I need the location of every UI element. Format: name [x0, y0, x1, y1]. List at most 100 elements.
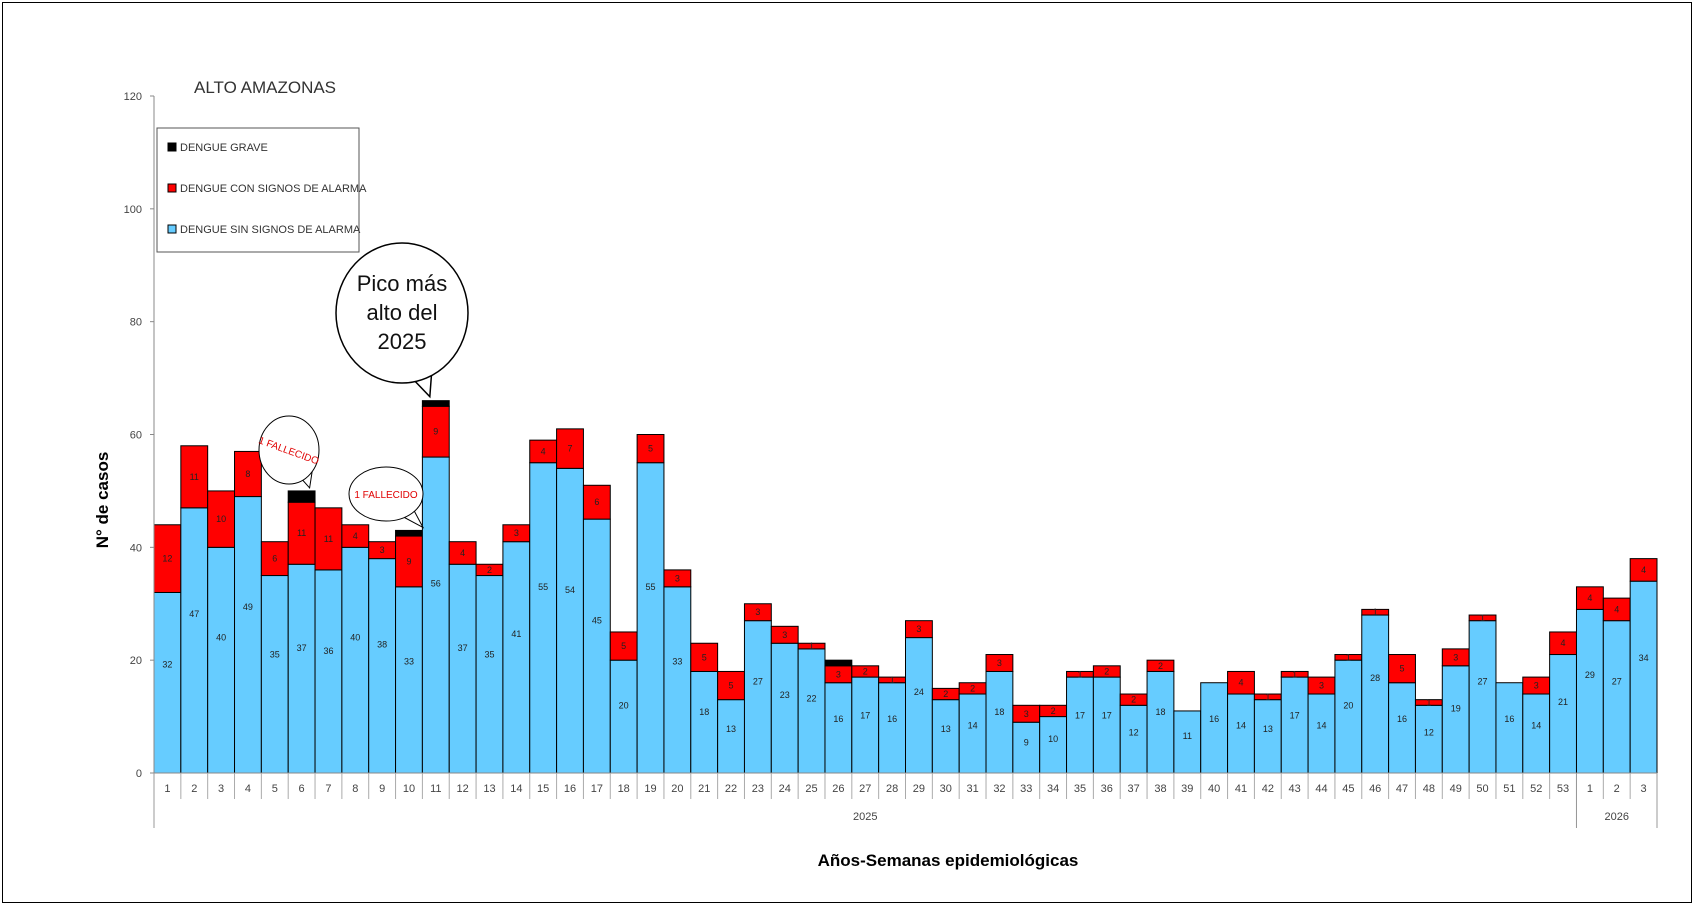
bar-segment-1-45: [1334, 659, 1363, 774]
data-label-1-10: 33: [404, 656, 414, 666]
data-label-2-23: 3: [755, 607, 760, 617]
x-tick-label-19: 19: [644, 783, 656, 795]
data-label-1-40: 16: [1209, 714, 1219, 724]
data-label-1-54: 29: [1585, 670, 1595, 680]
data-label-2-11: 9: [433, 427, 438, 437]
x-tick-label-36: 36: [1101, 783, 1113, 795]
data-label-1-38: 18: [1155, 707, 1165, 717]
x-tick-label-31: 31: [966, 783, 978, 795]
bar-segment-2-46: [1361, 608, 1390, 616]
data-label-2-4: 8: [245, 469, 250, 479]
x-tick-label-47: 47: [1396, 783, 1408, 795]
data-label-1-28: 16: [887, 714, 897, 724]
bar-segment-2-50: [1468, 614, 1497, 622]
data-label-1-3: 40: [216, 633, 226, 643]
bar-segment-3-11: [421, 400, 450, 407]
data-label-2-22: 5: [729, 681, 734, 691]
bar-segment-2-20: [663, 569, 692, 588]
bar-segment-1-10: [395, 586, 423, 774]
bar-segment-2-8: [341, 524, 370, 548]
x-tick-label-1: 1: [164, 783, 170, 795]
data-label-1-31: 14: [968, 721, 978, 731]
bar-segment-1-12: [448, 563, 477, 774]
x-tick-label-46: 46: [1369, 783, 1381, 795]
bar-segment-1-28: [878, 682, 906, 774]
data-label-1-51: 16: [1504, 714, 1514, 724]
data-label-2-24: 3: [782, 630, 787, 640]
data-label-2-29: 3: [916, 624, 921, 634]
data-label-1-45: 20: [1343, 700, 1353, 710]
data-label-2-5: 6: [272, 554, 277, 564]
x-tick-label-30: 30: [940, 783, 952, 795]
x-tick-label-15: 15: [537, 783, 549, 795]
bar-segment-2-7: [314, 507, 343, 571]
data-label-1-18: 20: [619, 700, 629, 710]
callout-text-peak: Pico más alto del 2025: [357, 271, 447, 354]
x-tick-label-52: 52: [1530, 783, 1542, 795]
y-tick-label-100: 100: [124, 204, 142, 216]
data-label-2-15: 4: [541, 446, 546, 456]
data-label-1-30: 13: [941, 724, 951, 734]
data-label-1-4: 49: [243, 602, 253, 612]
data-label-1-20: 33: [672, 656, 682, 666]
bar-segment-1-53: [1549, 654, 1577, 774]
data-label-1-29: 24: [914, 687, 924, 697]
data-label-1-26: 16: [833, 714, 843, 724]
bar-segment-1-42: [1253, 699, 1282, 774]
data-label-2-30: 2: [943, 689, 948, 699]
data-label-2-7: 11: [324, 534, 333, 544]
bar-segment-2-16: [556, 428, 584, 469]
x-tick-label-45: 45: [1342, 783, 1354, 795]
data-label-1-32: 18: [994, 707, 1004, 717]
data-label-2-6: 11: [297, 528, 306, 538]
bar-segment-1-8: [341, 546, 370, 774]
x-tick-label-54: 1: [1587, 783, 1593, 795]
bar-segment-1-55: [1602, 620, 1631, 774]
data-label-2-50: 1: [1480, 613, 1485, 623]
y-tick-label-20: 20: [130, 655, 142, 667]
bar-segment-2-41: [1227, 670, 1255, 695]
data-label-2-3: 10: [216, 514, 226, 524]
data-label-1-50: 27: [1478, 677, 1488, 687]
data-label-2-32: 3: [997, 658, 1002, 668]
data-label-2-44: 3: [1319, 681, 1324, 691]
bar-segment-2-56: [1629, 558, 1658, 582]
data-label-1-55: 27: [1612, 677, 1622, 687]
bar-segment-2-4: [234, 450, 262, 498]
bar-segment-1-13: [475, 575, 504, 774]
x-tick-label-18: 18: [618, 783, 630, 795]
bar-segment-3-6: [287, 490, 316, 503]
x-axis-label: Años-Semanas epidemiológicas: [818, 851, 1079, 870]
data-label-2-47: 5: [1400, 664, 1405, 674]
x-tick-label-21: 21: [698, 783, 710, 795]
data-label-1-24: 23: [780, 690, 790, 700]
callout-bubble-fallecido: [258, 415, 320, 485]
data-label-1-48: 12: [1424, 727, 1434, 737]
data-label-2-18: 5: [621, 641, 626, 651]
bar-segment-1-26: [824, 682, 853, 774]
data-label-1-34: 10: [1048, 734, 1058, 744]
callout-text-fallecido: 1 FALLECIDO: [354, 490, 418, 501]
data-label-1-39: 11: [1183, 731, 1192, 741]
x-tick-label-51: 51: [1503, 783, 1515, 795]
bar-segment-1-50: [1468, 620, 1497, 774]
bar-segment-1-31: [958, 693, 987, 774]
data-label-1-8: 40: [350, 633, 360, 643]
legend-label-2: DENGUE CON SIGNOS DE ALARMA: [180, 183, 367, 195]
bar-segment-2-24: [770, 625, 799, 644]
bar-segment-1-4: [234, 496, 262, 774]
bar-segment-1-19: [636, 462, 665, 774]
data-label-1-1: 32: [162, 660, 172, 670]
bar-segment-2-38: [1146, 659, 1175, 672]
bar-segment-2-17: [582, 484, 611, 520]
legend: DENGUE GRAVE DENGUE CON SIGNOS DE ALARMA D…: [156, 127, 367, 253]
bar-segment-1-46: [1361, 614, 1390, 774]
data-label-1-23: 27: [753, 677, 763, 687]
data-label-1-37: 12: [1129, 727, 1139, 737]
data-label-2-2: 11: [190, 472, 199, 482]
x-tick-label-53: 53: [1557, 783, 1569, 795]
bar-segment-1-35: [1066, 676, 1094, 774]
bar-segment-1-37: [1119, 704, 1148, 774]
x-tick-label-17: 17: [591, 783, 603, 795]
